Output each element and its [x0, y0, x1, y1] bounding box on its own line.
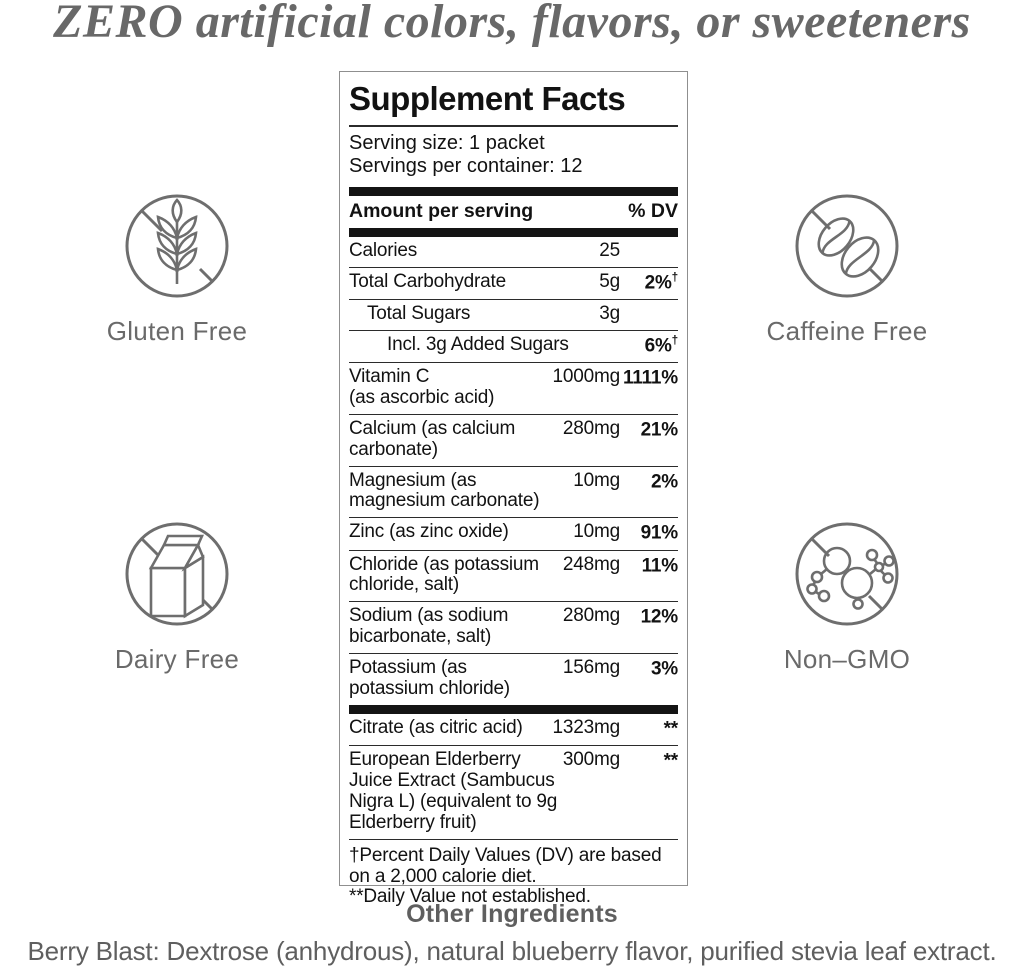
dairy-free-label: Dairy Free: [114, 644, 240, 674]
nutrient-amount: 3g: [599, 302, 620, 324]
badge-gluten-free: Gluten Free: [67, 191, 287, 347]
nutrient-amount: 156mg: [562, 657, 620, 679]
table-row-magnesium: Magnesium (as magnesium carbonate) 10mg …: [349, 467, 678, 519]
nutrient-dv: 91%: [640, 522, 679, 544]
footnotes: †Percent Daily Values (DV) are based on …: [349, 838, 678, 909]
table-row-sodium: Sodium (as sodium bicarbonate, salt) 280…: [349, 602, 679, 655]
panel-title: Supplement Facts: [349, 74, 678, 127]
nutrient-amount: 10mg: [573, 521, 620, 543]
serving-size: Serving size: 1 packet: [349, 132, 545, 154]
nutrient-name: Total Sugars: [367, 302, 471, 324]
nutrient-name: Chloride (as potassium chloride, salt): [349, 553, 539, 596]
nutrient-dv: **: [663, 750, 679, 772]
coffee-beans-icon: [817, 217, 880, 278]
nutrient-name: Citrate (as citric acid): [349, 716, 523, 738]
nutrient-amount: 10mg: [573, 469, 620, 491]
non-gmo-icon: [795, 522, 899, 626]
nutrient-dv: 2%: [650, 470, 678, 492]
nutrient-name: Zinc (as zinc oxide): [349, 521, 509, 543]
divider-bar: [349, 186, 678, 196]
wheat-icon: [156, 198, 198, 284]
headline: ZERO artificial colors, flavors, or swee…: [53, 0, 971, 48]
circle-outline: [795, 194, 899, 298]
nutrient-name: Total Carbohydrate: [349, 270, 506, 292]
nutrient-dv: 12%: [640, 606, 679, 628]
table-row-total-carbohydrate: Total Carbohydrate 5g 2%†: [349, 268, 678, 300]
divider-bar: [349, 704, 678, 714]
circle-outline: [795, 522, 899, 626]
nutrient-dv: 3%: [650, 658, 678, 680]
table-row-total-sugars: Total Sugars 3g: [349, 300, 678, 331]
molecule-icon: [806, 546, 895, 610]
serving-info: Serving size: 1 packet Servings per cont…: [349, 127, 678, 187]
badge-caffeine-free: Caffeine Free: [737, 191, 957, 347]
table-row-potassium: Potassium (as potassium chloride) 156mg …: [349, 654, 678, 705]
caffeine-free-icon: [795, 194, 899, 298]
nutrient-name: Potassium (as potassium chloride): [349, 657, 510, 700]
nutrient-dv: 6%†: [644, 333, 679, 357]
nutrient-amount: 25: [599, 239, 620, 261]
table-row-added-sugars: Incl. 3g Added Sugars 6%†: [349, 331, 678, 363]
milk-carton-icon: [148, 534, 205, 619]
nutrient-amount: 280mg: [562, 605, 620, 627]
supplement-facts-panel: Supplement Facts Serving size: 1 packet …: [339, 71, 688, 907]
nutrient-amount: 1323mg: [552, 716, 621, 738]
nutrient-dv: 21%: [640, 419, 679, 441]
nutrient-name: Sodium (as sodium bicarbonate, salt): [349, 605, 509, 648]
circle-outline: [125, 194, 229, 298]
dairy-free-icon: [125, 522, 229, 626]
table-row-vitamin-c: Vitamin C (as ascorbic acid) 1000mg 1111…: [349, 363, 678, 415]
nutrient-amount: 5g: [599, 270, 620, 292]
no-slash-icon: [140, 209, 214, 283]
table-row-calories: Calories 25: [349, 237, 678, 268]
nutrient-name: Vitamin C (as ascorbic acid): [349, 366, 495, 408]
other-ingredients-text: Berry Blast: Dextrose (anhydrous), natur…: [27, 936, 997, 966]
column-header-dv: % DV: [628, 199, 678, 222]
table-row-chloride: Chloride (as potassium chloride, salt) 2…: [349, 551, 678, 603]
nutrient-name: Calcium (as calcium carbonate): [349, 417, 516, 460]
caffeine-free-label: Caffeine Free: [766, 316, 928, 346]
gluten-free-icon: [125, 194, 229, 298]
table-row-citrate: Citrate (as citric acid) 1323mg **: [349, 714, 679, 747]
table-row-elderberry: European Elderberry Juice Extract (Sambu…: [349, 746, 678, 839]
circle-outline: [125, 522, 229, 626]
nutrient-dv: 1111%: [622, 367, 678, 389]
table-row-calcium: Calcium (as calcium carbonate) 280mg 21%: [349, 415, 678, 467]
nutrient-name: Incl. 3g Added Sugars: [387, 333, 569, 355]
nutrient-name: Calories: [349, 239, 418, 261]
gluten-free-label: Gluten Free: [106, 316, 248, 346]
nutrient-name: European Elderberry Juice Extract (Sambu…: [349, 749, 558, 833]
column-header-amount: Amount per serving: [349, 199, 534, 222]
divider-bar: [349, 227, 678, 237]
nutrient-amount: 280mg: [562, 417, 620, 439]
servings-per-container: Servings per container: 12: [349, 155, 583, 178]
other-ingredients-heading: Other Ingredients: [406, 900, 618, 928]
table-row-zinc: Zinc (as zinc oxide) 10mg 91%: [349, 518, 679, 551]
badge-non-gmo: Non–GMO: [737, 519, 957, 675]
nutrient-amount: 1000mg: [552, 366, 621, 387]
nutrient-name: Magnesium (as magnesium carbonate): [349, 469, 540, 512]
nutrient-amount: 248mg: [562, 553, 620, 575]
column-header-row: Amount per serving % DV: [349, 196, 678, 228]
nutrient-dv: **: [663, 718, 679, 740]
nutrient-amount: 300mg: [562, 749, 620, 771]
badge-dairy-free: Dairy Free: [67, 519, 287, 675]
nutrient-dv: 11%: [641, 554, 679, 576]
non-gmo-label: Non–GMO: [783, 644, 911, 674]
nutrient-dv: 2%†: [644, 270, 679, 293]
